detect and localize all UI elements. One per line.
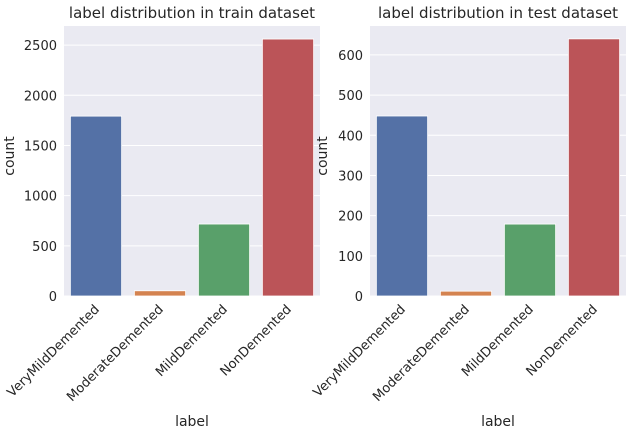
test-bar	[503, 223, 556, 297]
test-bar	[375, 115, 428, 297]
test-bar	[568, 38, 621, 297]
train-y-tick-label: 1000	[24, 190, 57, 205]
test-y-tick-label: 600	[338, 49, 363, 64]
test-y-tick-label: 300	[338, 169, 363, 184]
train-y-tick-label: 1500	[24, 139, 57, 154]
test-y-axis-label: count	[315, 136, 331, 176]
test-y-tick-label: 100	[338, 250, 363, 265]
test-chart-title: label distribution in test dataset	[378, 4, 618, 22]
test-y-tick-label: 500	[338, 89, 363, 104]
test-distribution-chart: 0 100 200 300 400 500 600 VeryMildDementedMode…	[311, 4, 626, 430]
train-y-tick-label: 2000	[24, 89, 57, 104]
train-bar	[70, 115, 123, 297]
test-y-tick-label: 200	[338, 210, 363, 225]
test-y-tick-label: 400	[338, 129, 363, 144]
train-y-tick-label: 0	[49, 290, 57, 305]
train-y-tick-label: 2500	[24, 39, 57, 54]
train-y-axis-label: count	[2, 136, 18, 176]
test-y-ticks: 0 100 200 300 400 500 600	[338, 49, 363, 305]
train-y-tick-label: 500	[32, 240, 57, 255]
test-bars	[375, 38, 621, 297]
test-x-axis-label: label	[481, 414, 515, 430]
test-y-tick-label: 0	[355, 290, 363, 305]
train-bar	[197, 223, 250, 297]
train-x-axis-label: label	[175, 414, 209, 430]
train-chart-title: label distribution in train dataset	[69, 4, 315, 22]
test-bar	[439, 290, 492, 297]
test-x-ticks: VeryMildDementedModerateDementedMildDeme…	[311, 302, 601, 405]
train-bar	[133, 290, 186, 297]
train-y-ticks: 0 500 1000 1500 2000 2500	[24, 39, 57, 305]
train-bar	[261, 38, 314, 297]
train-x-ticks: VeryMildDementedModerateDementedMildDeme…	[5, 302, 295, 405]
train-bars	[70, 38, 314, 297]
train-distribution-chart: 0 500 1000 1500 2000 2500 VeryMildDementedMod…	[2, 4, 320, 430]
